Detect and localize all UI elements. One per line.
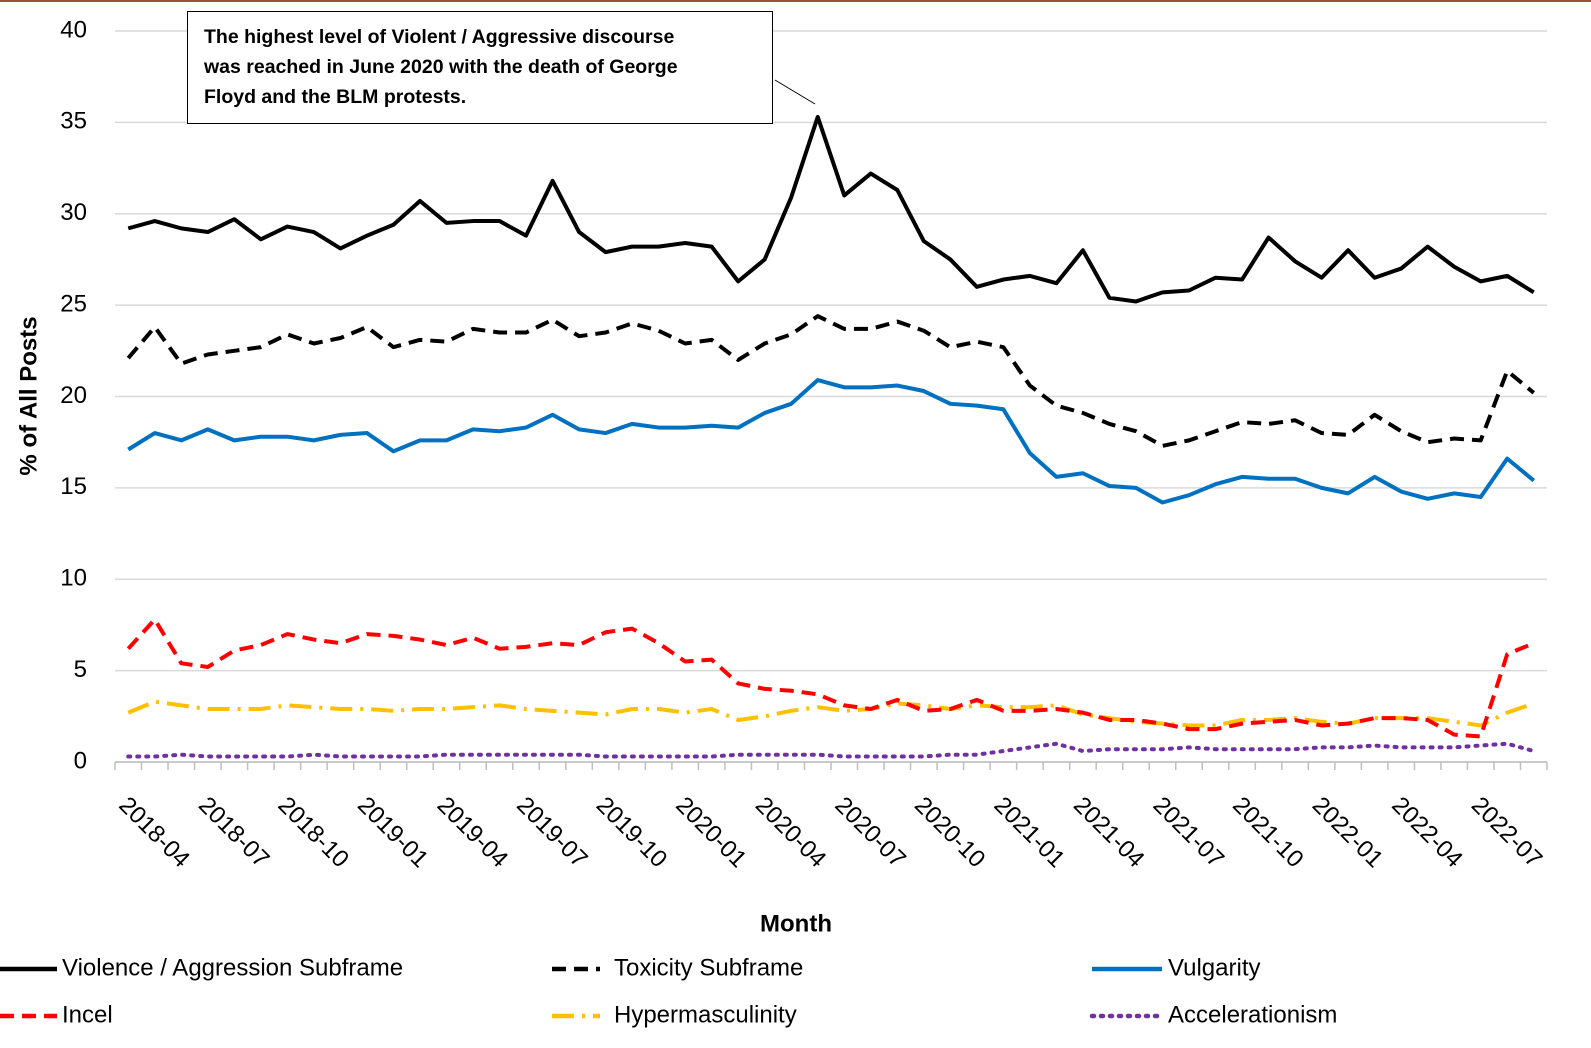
y-tick-label: 15 bbox=[60, 473, 87, 500]
y-tick-label: 0 bbox=[74, 747, 87, 774]
x-tick-label: 2018-04 bbox=[114, 792, 195, 873]
x-tick-label: 2020-01 bbox=[670, 792, 751, 873]
y-tick-label: 20 bbox=[60, 382, 87, 409]
series-line bbox=[126, 741, 1536, 759]
x-tick-label: 2022-07 bbox=[1466, 792, 1547, 873]
series-line bbox=[126, 314, 1536, 448]
x-tick-label: 2021-10 bbox=[1227, 792, 1308, 873]
legend-label: Accelerationism bbox=[1168, 1001, 1337, 1028]
legend-label: Toxicity Subframe bbox=[614, 954, 803, 981]
top-border bbox=[0, 0, 1591, 2]
annotation-line: was reached in June 2020 with the death … bbox=[204, 56, 678, 78]
x-tick-label: 2021-01 bbox=[989, 792, 1070, 873]
x-tick-label: 2019-04 bbox=[432, 792, 513, 873]
x-tick-label: 2021-04 bbox=[1068, 792, 1149, 873]
legend-label: Violence / Aggression Subframe bbox=[62, 954, 403, 981]
x-tick-label: 2018-10 bbox=[273, 792, 354, 873]
x-tick-label: 2021-07 bbox=[1148, 792, 1229, 873]
x-tick-label: 2018-07 bbox=[193, 792, 274, 873]
legend-label: Hypermasculinity bbox=[614, 1001, 797, 1028]
x-tick-label: 2022-01 bbox=[1307, 792, 1388, 873]
y-tick-label: 40 bbox=[60, 16, 87, 43]
x-axis-title: Month bbox=[760, 910, 832, 937]
x-tick-label: 2019-10 bbox=[591, 792, 672, 873]
x-tick-label: 2022-04 bbox=[1386, 792, 1467, 873]
x-tick-label: 2020-04 bbox=[750, 792, 831, 873]
legend-label: Incel bbox=[62, 1001, 113, 1028]
y-axis-title: % of All Posts bbox=[15, 316, 42, 475]
series-line bbox=[127, 699, 1535, 728]
x-tick-label: 2020-10 bbox=[909, 792, 990, 873]
annotation-line: The highest level of Violent / Aggressiv… bbox=[204, 26, 675, 48]
y-tick-label: 10 bbox=[60, 565, 87, 592]
series-line bbox=[126, 617, 1535, 739]
annotation: The highest level of Violent / Aggressiv… bbox=[187, 11, 773, 124]
y-tick-label: 35 bbox=[60, 108, 87, 135]
y-tick-label: 25 bbox=[60, 290, 87, 317]
annotation-line: Floyd and the BLM protests. bbox=[204, 86, 467, 108]
callout-line bbox=[774, 79, 816, 105]
legend-label: Vulgarity bbox=[1168, 954, 1260, 981]
x-tick-label: 2019-01 bbox=[352, 792, 433, 873]
y-tick-label: 5 bbox=[74, 656, 87, 683]
x-tick-label: 2019-07 bbox=[511, 792, 592, 873]
x-tick-label: 2020-07 bbox=[830, 792, 911, 873]
series-line bbox=[127, 378, 1536, 505]
y-tick-label: 30 bbox=[60, 199, 87, 226]
series-line bbox=[127, 114, 1535, 304]
